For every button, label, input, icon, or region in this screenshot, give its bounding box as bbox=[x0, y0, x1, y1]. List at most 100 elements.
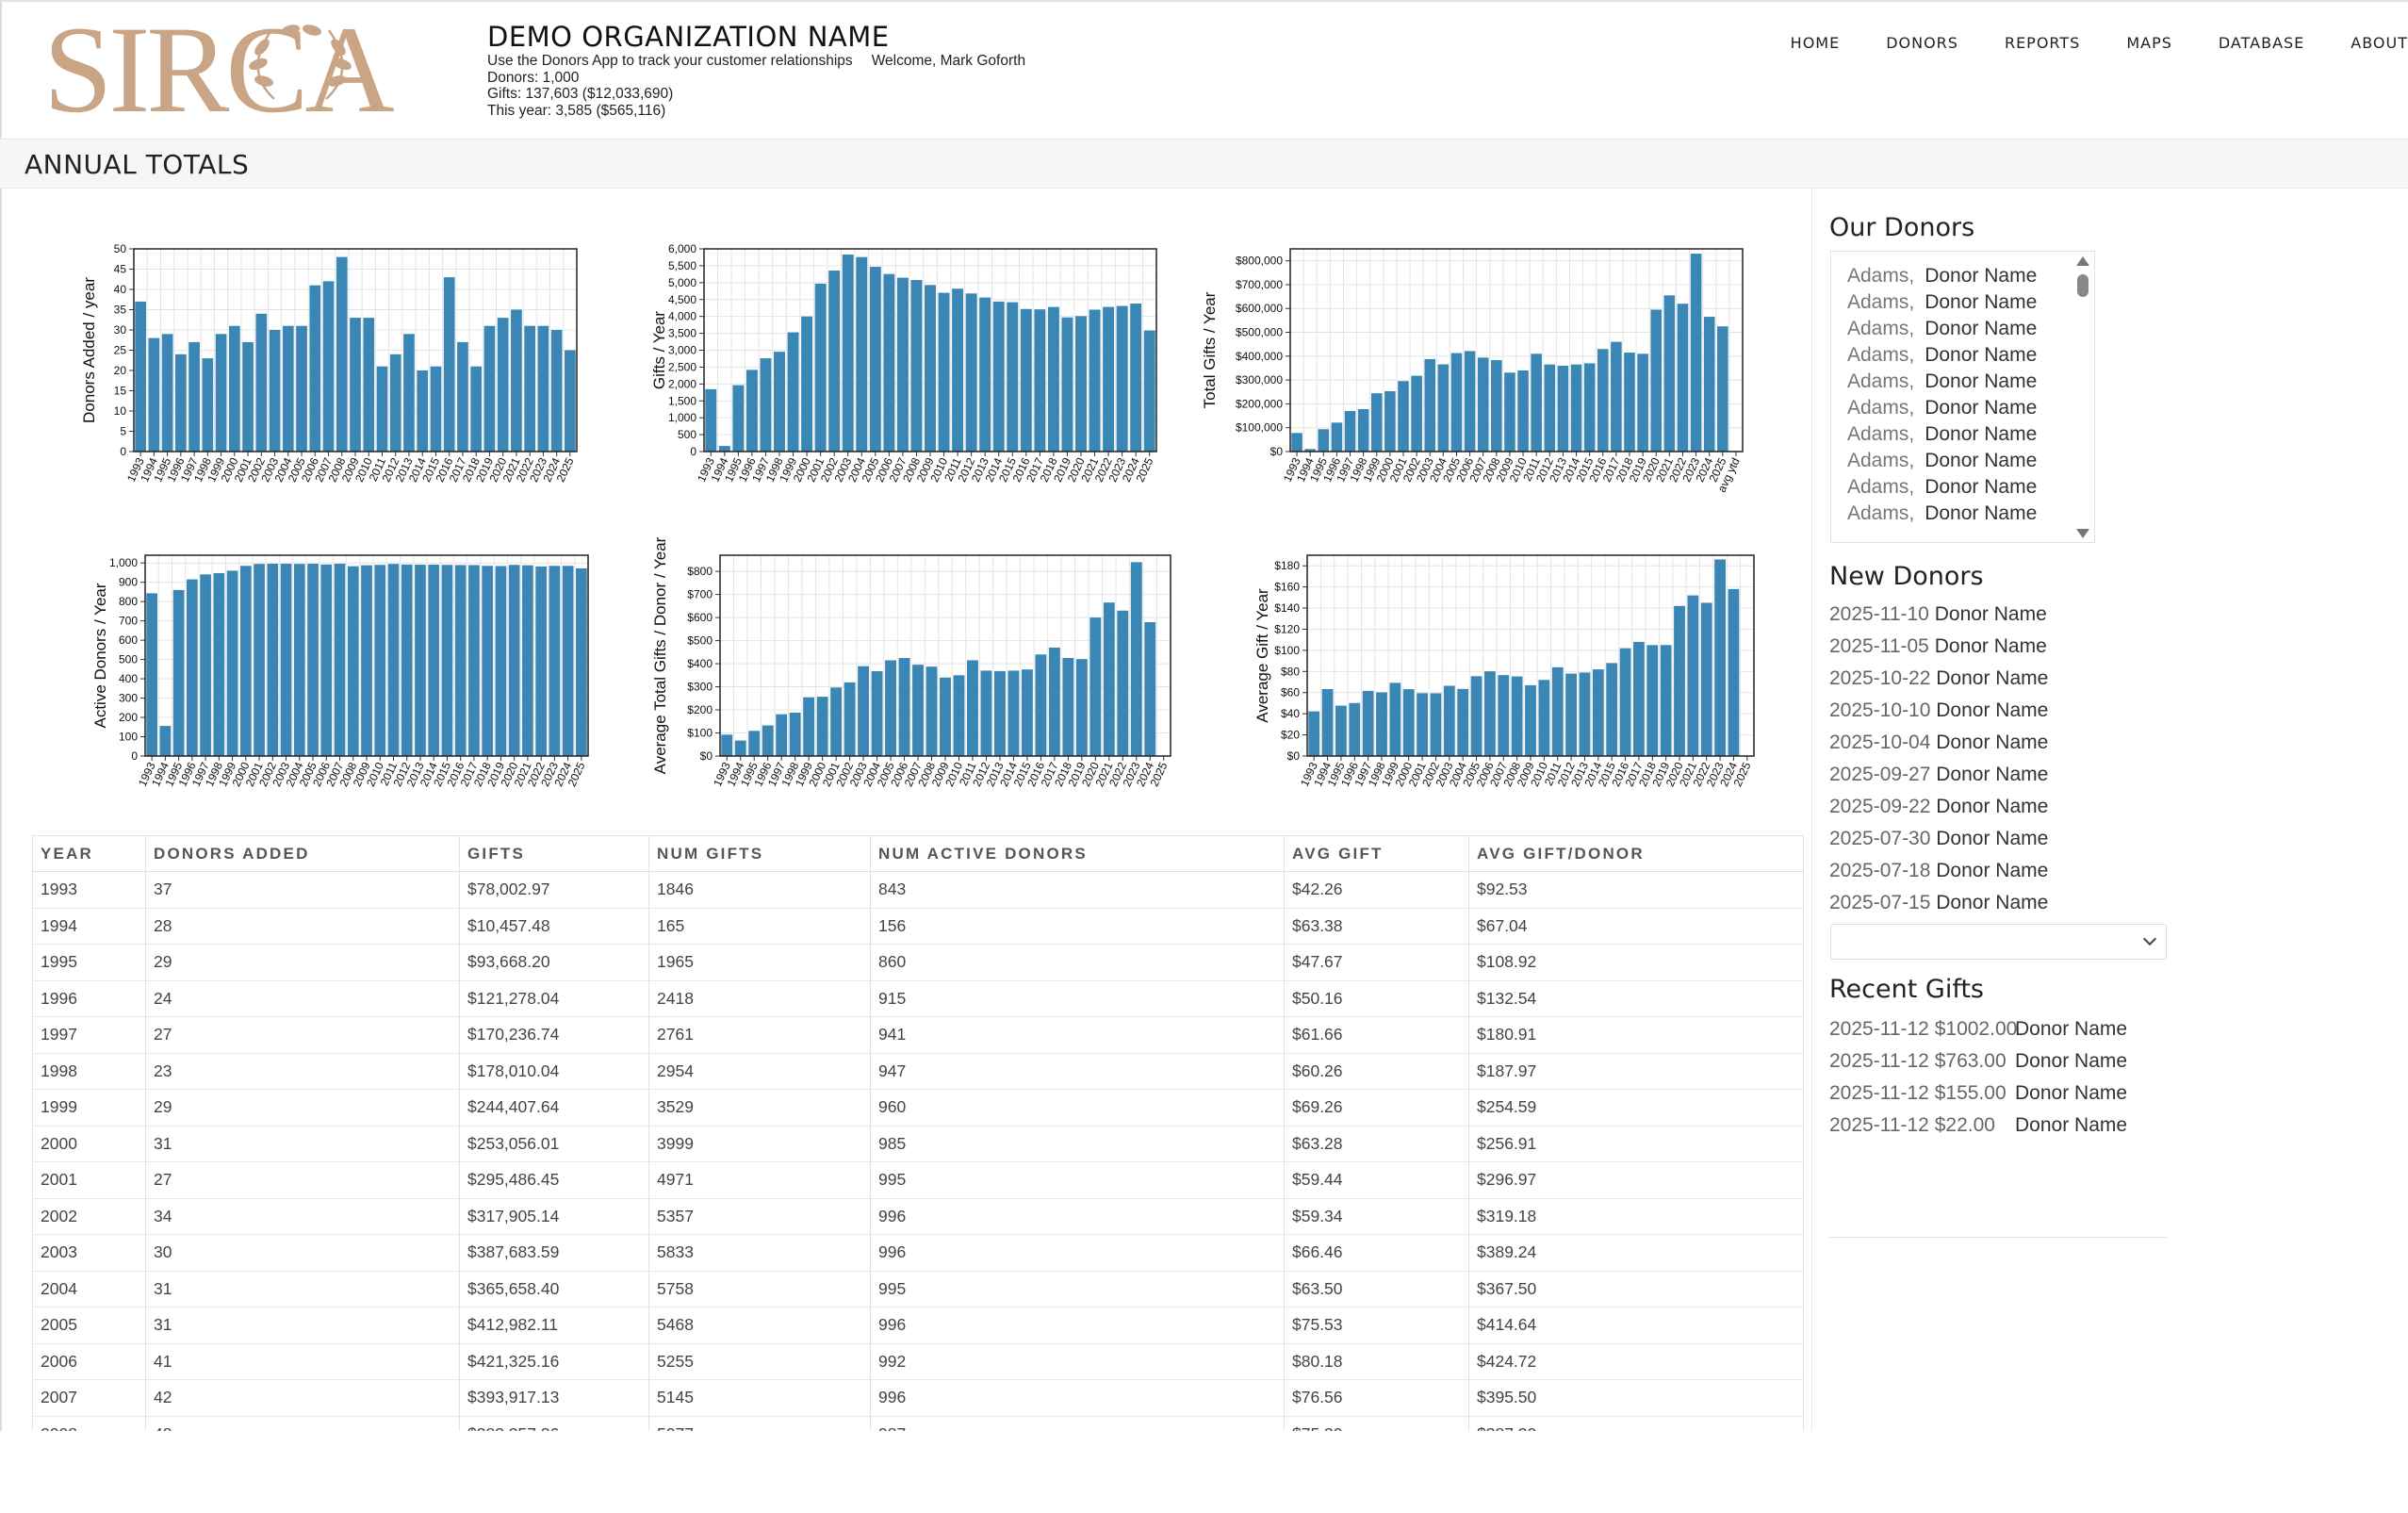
col-gifts[interactable]: GIFTS bbox=[459, 835, 649, 872]
bar[interactable] bbox=[522, 565, 533, 756]
bar[interactable] bbox=[1650, 309, 1663, 452]
bar[interactable] bbox=[415, 565, 426, 756]
bar[interactable] bbox=[202, 358, 214, 452]
bar[interactable] bbox=[748, 731, 761, 756]
bar[interactable] bbox=[1430, 693, 1442, 756]
new-donor-item[interactable]: 2025-11-10 Donor Name bbox=[1829, 603, 2047, 626]
bar[interactable] bbox=[1660, 645, 1672, 756]
bar[interactable] bbox=[830, 687, 843, 756]
table-row[interactable]: 1994 28 $10,457.48 165 156 $63.38 $67.04 bbox=[32, 907, 1804, 945]
bar[interactable] bbox=[1020, 308, 1032, 452]
table-row[interactable]: 2006 41 $421,325.16 5255 992 $80.18 $424.72 bbox=[32, 1342, 1804, 1380]
bar[interactable] bbox=[774, 352, 785, 452]
bar[interactable] bbox=[926, 666, 938, 756]
bar[interactable] bbox=[938, 292, 950, 452]
bar[interactable] bbox=[430, 366, 442, 452]
bar[interactable] bbox=[161, 334, 173, 452]
bar[interactable] bbox=[1437, 364, 1450, 452]
bar[interactable] bbox=[1398, 381, 1409, 452]
bar[interactable] bbox=[1061, 317, 1073, 452]
bar[interactable] bbox=[1424, 358, 1436, 452]
scrollbar-thumb[interactable] bbox=[2077, 274, 2089, 297]
recent-gift-item[interactable]: 2025-11-12 $763.00 Donor Name bbox=[1829, 1050, 2127, 1073]
bar[interactable] bbox=[856, 256, 868, 452]
bar[interactable] bbox=[1389, 682, 1401, 756]
bar[interactable] bbox=[576, 567, 587, 756]
bar[interactable] bbox=[159, 726, 172, 756]
bar[interactable] bbox=[1331, 422, 1343, 452]
bar[interactable] bbox=[363, 318, 375, 452]
bar[interactable] bbox=[1130, 562, 1142, 756]
bar[interactable] bbox=[441, 565, 453, 756]
table-row[interactable]: 1997 27 $170,236.74 2761 941 $61.66 $180.91 bbox=[32, 1016, 1804, 1053]
bar[interactable] bbox=[1637, 354, 1648, 452]
bar[interactable] bbox=[1504, 372, 1515, 452]
bar[interactable] bbox=[188, 341, 200, 452]
bar[interactable] bbox=[470, 366, 483, 452]
bar[interactable] bbox=[495, 566, 507, 756]
bar[interactable] bbox=[454, 565, 467, 756]
bar[interactable] bbox=[1007, 670, 1020, 756]
bar[interactable] bbox=[267, 564, 279, 756]
bar[interactable] bbox=[1075, 316, 1087, 452]
bar[interactable] bbox=[1700, 602, 1712, 756]
bar[interactable] bbox=[965, 293, 977, 452]
nav-about[interactable]: ABOUT bbox=[2351, 34, 2408, 52]
bar[interactable] bbox=[816, 697, 828, 756]
bar[interactable] bbox=[215, 334, 227, 452]
bar[interactable] bbox=[814, 283, 827, 452]
bar[interactable] bbox=[1007, 302, 1019, 452]
bar[interactable] bbox=[721, 734, 733, 756]
bar[interactable] bbox=[762, 725, 774, 756]
bar[interactable] bbox=[1376, 692, 1387, 756]
bar[interactable] bbox=[1597, 349, 1609, 452]
bar[interactable] bbox=[896, 277, 909, 452]
bar[interactable] bbox=[787, 332, 799, 452]
bar[interactable] bbox=[992, 301, 1005, 452]
new-donor-item[interactable]: 2025-10-10 Donor Name bbox=[1829, 699, 2048, 722]
bar[interactable] bbox=[1075, 659, 1088, 756]
bar[interactable] bbox=[883, 273, 895, 452]
bar[interactable] bbox=[1491, 360, 1502, 452]
bar[interactable] bbox=[1344, 410, 1356, 452]
bar[interactable] bbox=[828, 271, 841, 452]
col-avg-gift[interactable]: AVG GIFT bbox=[1284, 835, 1469, 872]
bar[interactable] bbox=[1674, 605, 1685, 756]
bar[interactable] bbox=[1443, 685, 1455, 756]
bar[interactable] bbox=[705, 388, 717, 452]
table-row[interactable]: 2007 42 $393,917.13 5145 996 $76.56 $395.50 bbox=[32, 1379, 1804, 1416]
bar[interactable] bbox=[497, 318, 509, 452]
new-donors-select[interactable] bbox=[1830, 924, 2167, 960]
bar[interactable] bbox=[1318, 429, 1330, 452]
new-donor-item[interactable]: 2025-07-18 Donor Name bbox=[1829, 860, 2048, 882]
bar[interactable] bbox=[1677, 304, 1689, 452]
bar[interactable] bbox=[1619, 648, 1631, 756]
bar[interactable] bbox=[1579, 672, 1591, 756]
bar[interactable] bbox=[535, 566, 547, 756]
bar[interactable] bbox=[1117, 610, 1129, 756]
donor-listbox[interactable]: Adams, Donor Name Adams, Donor Name Adams, Do… bbox=[1830, 251, 2095, 543]
bar[interactable] bbox=[213, 573, 225, 756]
nav-home[interactable]: HOME bbox=[1790, 34, 1841, 52]
bar[interactable] bbox=[1531, 354, 1542, 452]
bar[interactable] bbox=[443, 277, 455, 452]
bar[interactable] bbox=[1484, 671, 1496, 756]
bar[interactable] bbox=[350, 318, 361, 452]
bar[interactable] bbox=[1362, 690, 1374, 756]
bar[interactable] bbox=[148, 337, 160, 452]
bar[interactable] bbox=[980, 670, 992, 756]
scroll-up-icon[interactable] bbox=[2076, 256, 2089, 266]
bar[interactable] bbox=[524, 325, 535, 452]
bar[interactable] bbox=[175, 354, 187, 452]
bar[interactable] bbox=[239, 566, 252, 756]
bar[interactable] bbox=[732, 385, 745, 452]
bar[interactable] bbox=[1611, 341, 1622, 452]
bar[interactable] bbox=[1624, 353, 1635, 452]
bar[interactable] bbox=[871, 671, 883, 756]
bar[interactable] bbox=[1525, 684, 1536, 756]
recent-gift-item[interactable]: 2025-11-12 $155.00 Donor Name bbox=[1829, 1082, 2127, 1105]
bar[interactable] bbox=[483, 325, 496, 452]
bar[interactable] bbox=[1464, 351, 1476, 452]
bar[interactable] bbox=[255, 313, 268, 452]
bar[interactable] bbox=[1116, 305, 1128, 452]
